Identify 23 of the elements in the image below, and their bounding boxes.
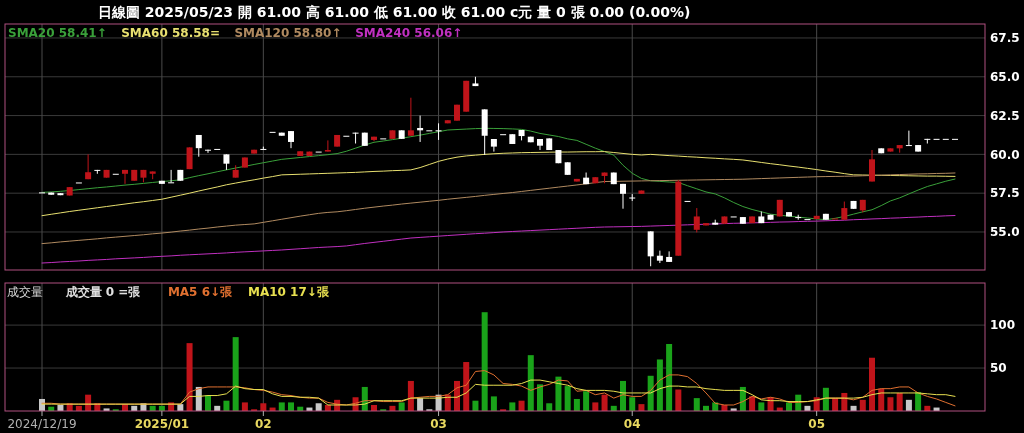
chart-title: 成交量 xyxy=(7,285,43,299)
text: SMA60 58.58= xyxy=(121,26,220,40)
y-tick-label: 67.5 xyxy=(990,31,1020,46)
text: SMA20 58.41↑ xyxy=(8,26,107,40)
text: MA10 17↓張 xyxy=(248,285,330,299)
chart-title: 日線圖 2025/05/23 開 61.00 高 61.00 低 61.00 收 61.00 c元 量 0 張 0.00 (0.00%) xyxy=(98,4,691,20)
y-tick-label: 100 xyxy=(990,318,1016,333)
y-tick-label: 60.0 xyxy=(990,147,1020,162)
y-tick-label: 55.0 xyxy=(990,225,1020,240)
text: SMA240 56.06↑ xyxy=(355,26,463,40)
y-tick-label: 50 xyxy=(990,361,1007,376)
text: MA5 6↓張 xyxy=(167,285,234,299)
x-tick-label: 2025/01 xyxy=(134,417,190,431)
text: SMA120 58.80↑ xyxy=(234,26,342,40)
y-tick-label: 65.0 xyxy=(990,69,1020,84)
x-tick-label: 02 xyxy=(254,417,272,431)
x-tick-label: 05 xyxy=(808,417,826,431)
x-tick-label: 03 xyxy=(430,417,447,431)
x-tick-label: 04 xyxy=(623,417,641,431)
x-tick-label: 2024/12/19 xyxy=(7,417,77,431)
y-tick-label: 57.5 xyxy=(990,186,1020,201)
text: 成交量 0 =張 xyxy=(64,285,142,299)
y-tick-label: 62.5 xyxy=(990,108,1020,123)
